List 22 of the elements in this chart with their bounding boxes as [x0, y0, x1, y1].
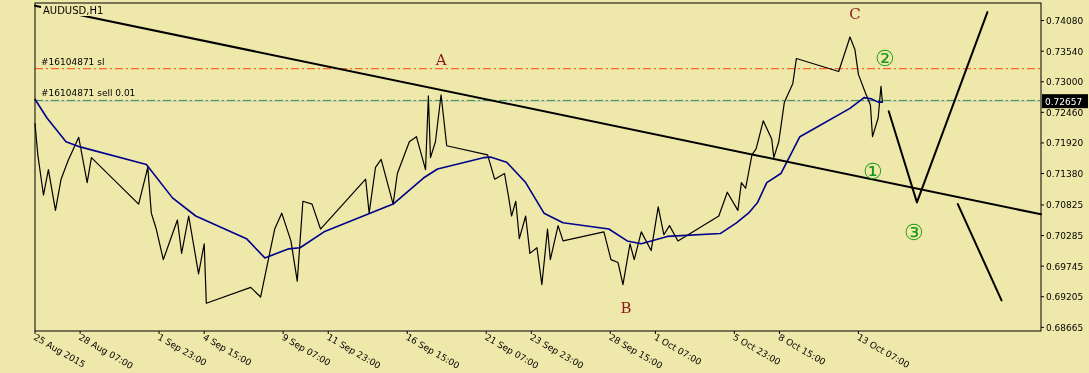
- annotation: ①: [862, 158, 883, 184]
- y-tick-label: 0.71380: [1046, 169, 1084, 180]
- ref-line-label: #16104871 sl: [41, 56, 105, 67]
- annotation: ②: [874, 46, 895, 72]
- annotation: ③: [903, 220, 924, 246]
- y-tick-label: 0.70285: [1046, 231, 1084, 242]
- y-tick-label: 0.70825: [1046, 200, 1084, 211]
- ref-line-label: #16104871 sell 0.01: [41, 88, 136, 99]
- line-series: [34, 96, 884, 259]
- y-tick-label: 0.73000: [1046, 77, 1084, 88]
- y-tick-label: 0.71920: [1046, 138, 1084, 149]
- y-tick-label: 0.68665: [1046, 322, 1084, 333]
- annotation: A: [434, 50, 447, 69]
- y-tick-label: 0.72460: [1046, 107, 1084, 118]
- annotation: C: [849, 4, 861, 23]
- y-tick-label: 0.69205: [1046, 292, 1084, 303]
- y-tick-label: 0.69745: [1046, 261, 1084, 272]
- ref-line-label: 0.72657: [1045, 96, 1083, 107]
- y-tick-label: 0.73540: [1046, 46, 1084, 57]
- annotation: B: [620, 298, 632, 317]
- y-tick-label: 0.74080: [1046, 16, 1084, 27]
- chart-title: AUDUSD,H1: [43, 5, 104, 16]
